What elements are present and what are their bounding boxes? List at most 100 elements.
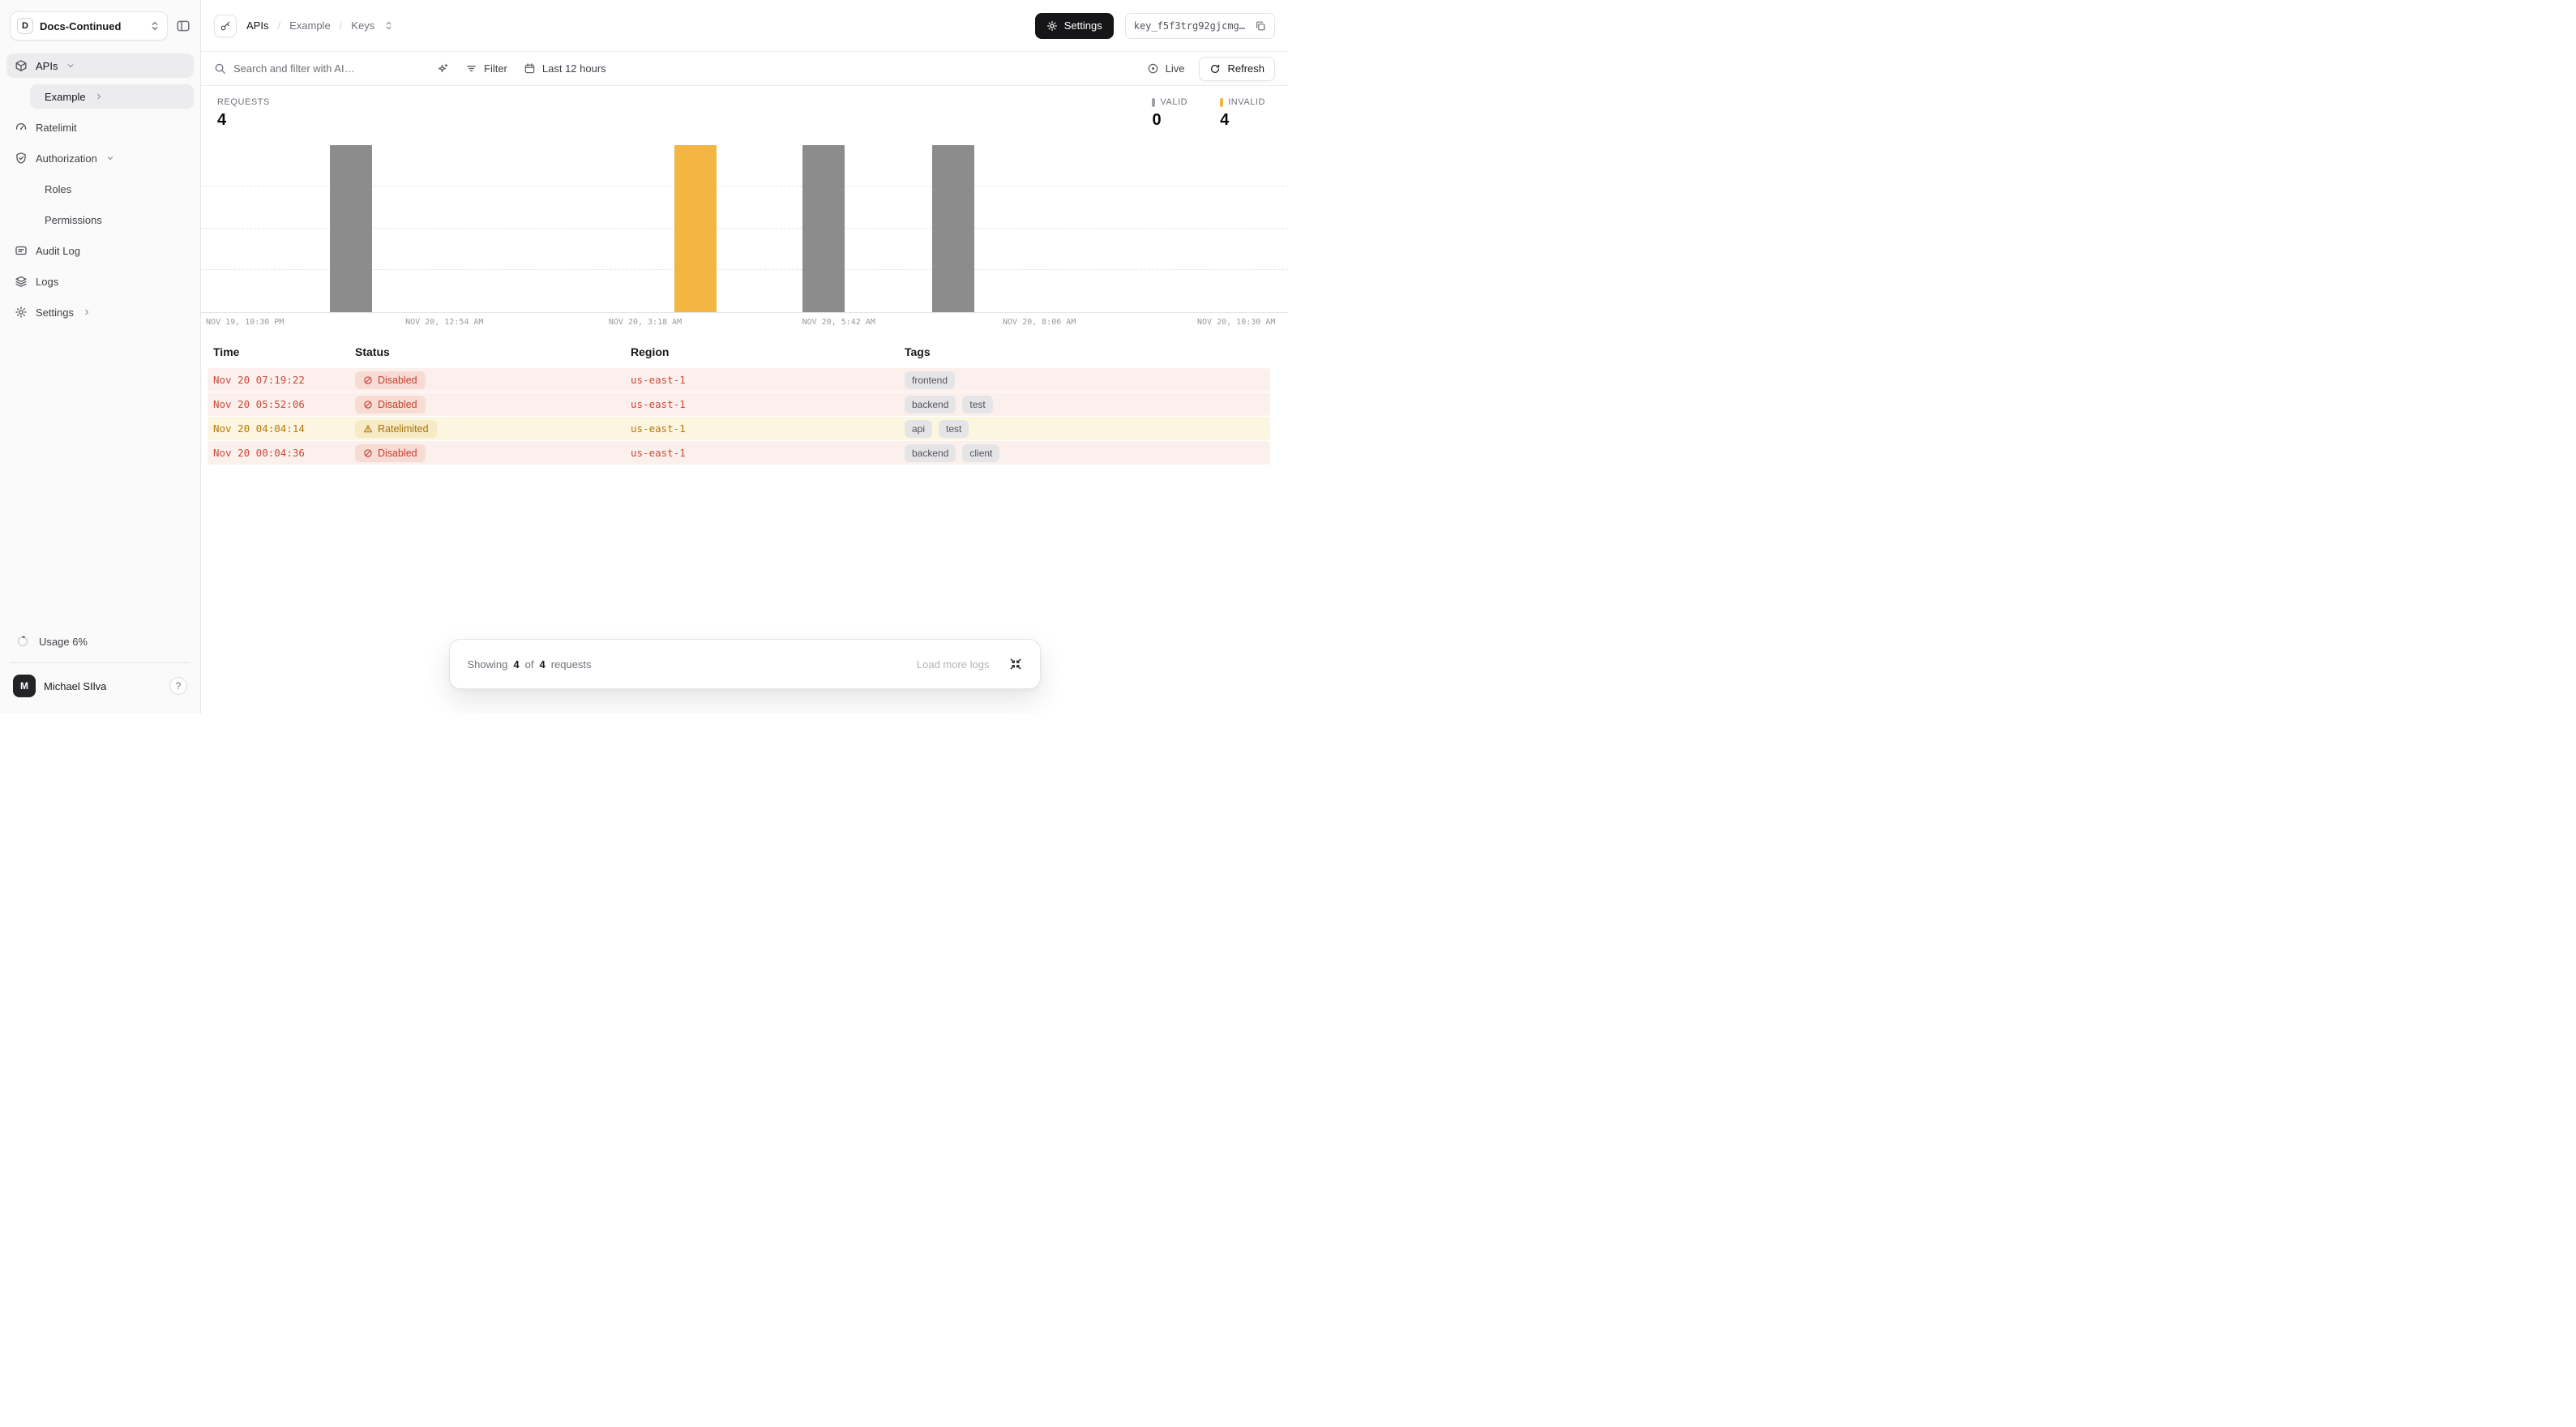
usage-link[interactable]: Usage 6% bbox=[6, 628, 194, 654]
requests-chart: REQUESTS 4 VALID 0 INVALID 4 bbox=[201, 86, 1288, 313]
shown-count: 4 bbox=[513, 658, 520, 671]
chart-bar-ratelimited[interactable] bbox=[674, 145, 717, 312]
filter-label: Filter bbox=[484, 62, 507, 75]
table-row[interactable]: Nov 20 04:04:14 Ratelimited us-east-1 api te… bbox=[208, 417, 1270, 440]
filter-button[interactable]: Filter bbox=[465, 62, 507, 75]
apis-cube-icon bbox=[15, 59, 28, 72]
sidebar-nav: APIs Example Ratelimit bbox=[6, 54, 194, 324]
workspace-name: Docs-Continued bbox=[40, 19, 122, 32]
of-label: of bbox=[524, 658, 534, 671]
live-toggle[interactable]: Live bbox=[1147, 62, 1185, 75]
breadcrumb-example[interactable]: Example bbox=[289, 19, 331, 32]
sidebar-item-label: Ratelimit bbox=[36, 121, 77, 134]
sidebar-item-ratelimit[interactable]: Ratelimit bbox=[6, 115, 194, 139]
expand-icon[interactable] bbox=[1009, 658, 1022, 671]
chevron-down-icon bbox=[105, 153, 115, 163]
key-id-chip[interactable]: key_f5f3trg92gjcmg… bbox=[1124, 12, 1275, 39]
settings-button[interactable]: Settings bbox=[1034, 12, 1114, 39]
log-region: us-east-1 bbox=[631, 398, 686, 410]
status-badge: Ratelimited bbox=[355, 419, 437, 438]
log-region: us-east-1 bbox=[631, 447, 686, 459]
copy-icon[interactable] bbox=[1255, 20, 1266, 32]
status-badge-label: Disabled bbox=[378, 447, 417, 459]
sidebar-item-label: Audit Log bbox=[36, 244, 80, 257]
table-row[interactable]: Nov 20 07:19:22 Disabled us-east-1 frontend bbox=[208, 368, 1270, 392]
search-input[interactable] bbox=[233, 62, 420, 75]
sidebar: D Docs-Continued APIs Exam bbox=[0, 0, 201, 714]
log-table-body: Nov 20 07:19:22 Disabled us-east-1 frontend… bbox=[208, 368, 1270, 465]
shield-icon bbox=[15, 152, 28, 165]
status-badge-label: Disabled bbox=[378, 374, 417, 386]
valid-stat-value: 0 bbox=[1152, 111, 1162, 129]
invalid-stat-label: INVALID bbox=[1228, 97, 1265, 107]
sidebar-item-apis[interactable]: APIs bbox=[6, 54, 194, 78]
collapse-sidebar-button[interactable] bbox=[176, 19, 190, 33]
gear-icon bbox=[1046, 20, 1058, 32]
column-header-tags: Tags bbox=[905, 345, 931, 358]
sidebar-item-label: Authorization bbox=[36, 152, 97, 165]
chart-bars-layer bbox=[201, 86, 1288, 312]
chevron-right-icon bbox=[82, 307, 92, 317]
breadcrumb-separator: / bbox=[277, 19, 281, 32]
sidebar-item-label: Logs bbox=[36, 275, 59, 288]
usage-ring-icon bbox=[16, 635, 29, 648]
log-status-cell: Disabled bbox=[349, 371, 625, 389]
sidebar-item-permissions[interactable]: Permissions bbox=[30, 208, 194, 232]
chart-bar-disabled[interactable] bbox=[932, 145, 975, 312]
table-row[interactable]: Nov 20 00:04:36 Disabled us-east-1 backend c… bbox=[208, 441, 1270, 465]
breadcrumb-keys[interactable]: Keys bbox=[351, 19, 375, 32]
sidebar-item-label: Roles bbox=[45, 182, 72, 195]
breadcrumb-switcher-icon[interactable] bbox=[383, 20, 394, 31]
tag-pill: backend bbox=[905, 395, 956, 414]
main-content: APIs / Example / Keys Settings bbox=[201, 0, 1288, 714]
requests-stat-label: REQUESTS bbox=[217, 97, 270, 107]
chart-bar-disabled[interactable] bbox=[330, 145, 373, 312]
refresh-button[interactable]: Refresh bbox=[1199, 56, 1275, 81]
search-box bbox=[214, 62, 420, 75]
live-label: Live bbox=[1165, 62, 1185, 75]
chart-bar-disabled[interactable] bbox=[802, 145, 845, 312]
log-tags: backend test bbox=[899, 395, 1270, 414]
user-row[interactable]: M Michael SIlva ? bbox=[6, 671, 194, 701]
ban-icon bbox=[363, 375, 373, 385]
log-time: Nov 20 00:04:36 bbox=[213, 447, 305, 459]
help-button[interactable]: ? bbox=[169, 677, 187, 695]
breadcrumb-apis[interactable]: APIs bbox=[246, 19, 269, 32]
workspace-switcher[interactable]: D Docs-Continued bbox=[10, 11, 168, 41]
requests-stat: REQUESTS 4 bbox=[217, 97, 270, 130]
x-axis-tick-label: NOV 20, 12:54 AM bbox=[405, 318, 484, 327]
load-more-button[interactable]: Load more logs bbox=[916, 658, 990, 671]
key-page-icon[interactable] bbox=[214, 14, 237, 37]
ai-toggle-icon[interactable] bbox=[436, 62, 449, 75]
sidebar-item-authorization[interactable]: Authorization bbox=[6, 146, 194, 170]
chevrons-up-down-icon bbox=[149, 20, 160, 32]
table-row[interactable]: Nov 20 05:52:06 Disabled us-east-1 backend t… bbox=[208, 392, 1270, 416]
log-tags: backend client bbox=[899, 444, 1270, 462]
valid-stat: VALID 0 bbox=[1152, 97, 1187, 130]
sidebar-item-settings[interactable]: Settings bbox=[6, 300, 194, 324]
sidebar-item-example[interactable]: Example bbox=[30, 84, 194, 109]
panel-collapse-icon bbox=[177, 20, 190, 32]
sidebar-item-roles[interactable]: Roles bbox=[30, 177, 194, 201]
refresh-label: Refresh bbox=[1227, 62, 1264, 75]
tag-pill: frontend bbox=[905, 371, 956, 389]
breadcrumb: APIs / Example / Keys bbox=[214, 14, 394, 37]
log-tags: frontend bbox=[899, 371, 1270, 389]
sidebar-item-audit-log[interactable]: Audit Log bbox=[6, 238, 194, 263]
time-range-button[interactable]: Last 12 hours bbox=[524, 62, 606, 75]
sidebar-item-logs[interactable]: Logs bbox=[6, 269, 194, 294]
topbar: APIs / Example / Keys Settings bbox=[201, 0, 1288, 52]
ban-icon bbox=[363, 448, 373, 458]
topbar-actions: Settings key_f5f3trg92gjcmg… bbox=[1034, 12, 1275, 39]
x-axis-tick-label: NOV 20, 5:42 AM bbox=[802, 318, 875, 327]
log-time: Nov 20 07:19:22 bbox=[213, 374, 305, 386]
total-count: 4 bbox=[539, 658, 546, 671]
log-status-cell: Disabled bbox=[349, 395, 625, 414]
invalid-stat: INVALID 4 bbox=[1220, 97, 1265, 130]
sidebar-item-label: Settings bbox=[36, 306, 74, 319]
showing-label: Showing bbox=[467, 658, 508, 671]
search-icon bbox=[214, 62, 226, 75]
x-axis-tick-label: NOV 20, 8:06 AM bbox=[1002, 318, 1076, 327]
settings-button-label: Settings bbox=[1063, 19, 1102, 32]
user-name: Michael SIlva bbox=[44, 679, 107, 692]
